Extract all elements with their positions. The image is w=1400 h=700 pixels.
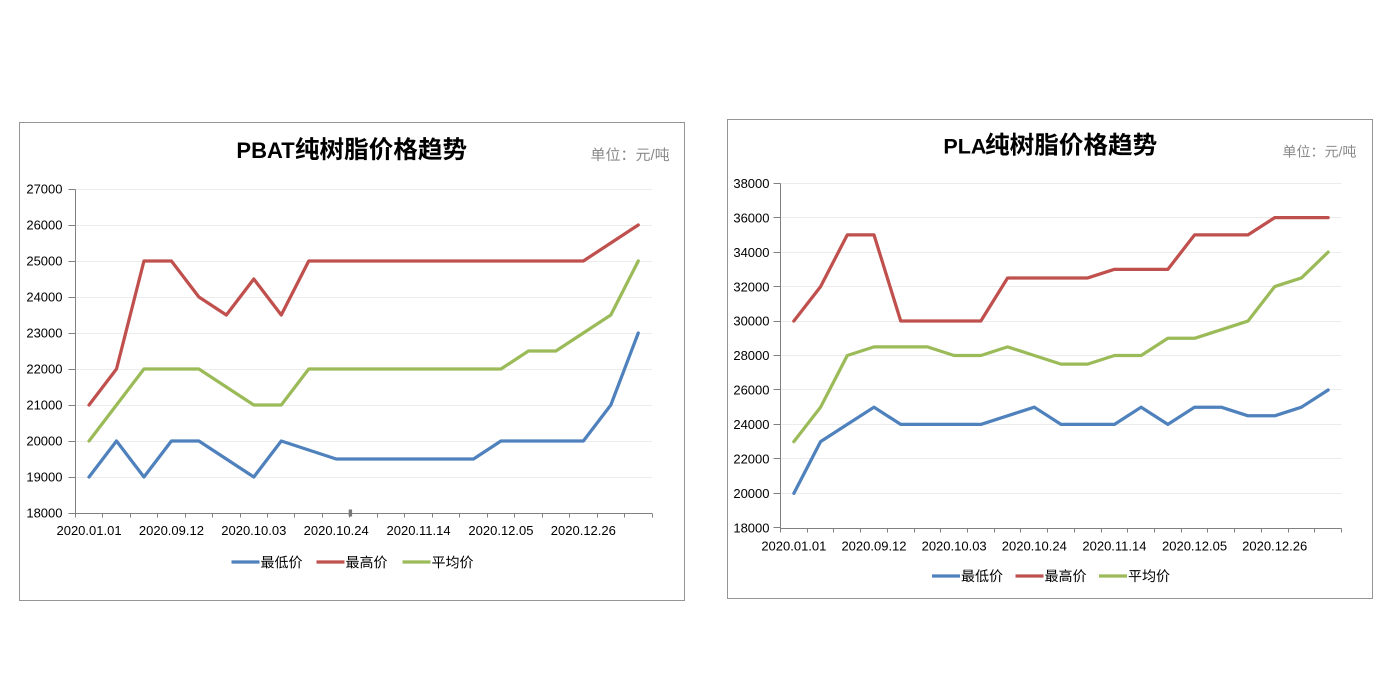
svg-text:25000: 25000 [26,254,62,269]
svg-text:22000: 22000 [733,452,769,467]
svg-text:20000: 20000 [26,434,62,449]
svg-text:2020.10.24: 2020.10.24 [304,523,369,538]
svg-text:2020.12.26: 2020.12.26 [551,523,616,538]
svg-text:2020.01.01: 2020.01.01 [761,539,826,554]
svg-text:2020.01.01: 2020.01.01 [56,523,121,538]
svg-text:24000: 24000 [733,417,769,432]
svg-text:18000: 18000 [26,506,62,521]
svg-text:24000: 24000 [26,290,62,305]
svg-text:2020.10.24: 2020.10.24 [1002,539,1067,554]
svg-text:20000: 20000 [733,486,769,501]
svg-text:28000: 28000 [733,348,769,363]
svg-text:PBAT: PBAT [236,138,295,163]
svg-text:19000: 19000 [26,470,62,485]
svg-text:PLA: PLA [943,135,986,159]
svg-text:26000: 26000 [26,218,62,233]
svg-text:/: / [1339,144,1343,160]
svg-text:2020.10.03: 2020.10.03 [221,523,286,538]
svg-text:2020.10.03: 2020.10.03 [922,539,987,554]
svg-text:26000: 26000 [733,383,769,398]
svg-text:2020.09.12: 2020.09.12 [139,523,204,538]
svg-text:27000: 27000 [26,182,62,197]
svg-text:/: / [651,147,656,164]
svg-text:2020.12.05: 2020.12.05 [468,523,533,538]
svg-text:2020.09.12: 2020.09.12 [841,539,906,554]
svg-text:30000: 30000 [733,314,769,329]
svg-text:18000: 18000 [733,521,769,536]
svg-text:34000: 34000 [733,245,769,260]
svg-text:38000: 38000 [733,176,769,191]
svg-text:36000: 36000 [733,210,769,225]
svg-text:22000: 22000 [26,362,62,377]
svg-text:2020.12.26: 2020.12.26 [1242,539,1307,554]
svg-text:2020.12.05: 2020.12.05 [1162,539,1227,554]
svg-text:2020.11.14: 2020.11.14 [387,523,451,538]
svg-text:21000: 21000 [26,398,62,413]
svg-text:32000: 32000 [733,279,769,294]
svg-text:23000: 23000 [26,326,62,341]
svg-text:2020.11.14: 2020.11.14 [1082,539,1146,554]
